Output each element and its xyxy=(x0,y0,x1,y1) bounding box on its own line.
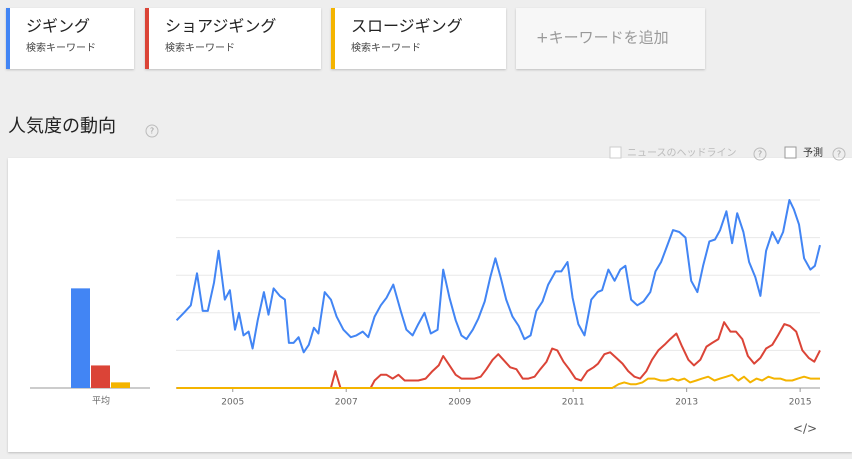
bar xyxy=(71,288,90,388)
keyword-color xyxy=(145,8,149,69)
add-keyword-card[interactable] xyxy=(516,8,705,69)
keyword-card[interactable] xyxy=(331,8,506,69)
embed-button[interactable]: </> xyxy=(793,422,817,436)
add-keyword[interactable]: +キーワードを追加 xyxy=(536,29,669,47)
x-tick-label: 2015 xyxy=(789,398,812,408)
news-checkbox[interactable] xyxy=(609,146,622,159)
forecast-checkbox[interactable] xyxy=(784,146,797,159)
keyword-term[interactable]: ジギング xyxy=(26,17,90,36)
help-mark[interactable]: ? xyxy=(150,127,154,136)
keyword-term[interactable]: ショアジギング xyxy=(165,17,276,36)
bar xyxy=(111,382,130,388)
x-tick-label: 2007 xyxy=(335,398,358,408)
section-title: 人気度の動向 xyxy=(8,116,116,137)
keyword-hint: 検索キーワード xyxy=(351,41,421,54)
trend-line xyxy=(175,199,821,354)
bar xyxy=(91,365,110,388)
x-tick-label: 2013 xyxy=(675,398,698,408)
trend-line xyxy=(176,321,821,389)
x-tick-label: 平均 xyxy=(92,395,110,407)
help-icon[interactable] xyxy=(145,124,159,138)
x-tick-label: 2005 xyxy=(221,398,244,408)
keyword-hint: 検索キーワード xyxy=(165,41,235,54)
keyword-hint: 検索キーワード xyxy=(26,41,96,54)
help-icon[interactable] xyxy=(753,147,767,161)
x-tick-label: 2011 xyxy=(562,398,585,408)
x-tick-label: 2009 xyxy=(448,398,471,408)
keyword-term[interactable]: スロージギング xyxy=(351,17,463,36)
keyword-color xyxy=(6,8,10,69)
help-icon[interactable] xyxy=(832,147,846,161)
help-mark[interactable]: ? xyxy=(758,150,762,159)
forecast-option[interactable]: 予測 xyxy=(803,146,823,159)
keyword-card[interactable] xyxy=(145,8,321,69)
help-mark[interactable]: ? xyxy=(837,150,841,159)
trend-line xyxy=(176,373,820,389)
keyword-card[interactable] xyxy=(6,8,134,69)
news-option[interactable]: ニュースのヘッドライン xyxy=(627,147,737,159)
keyword-color xyxy=(331,8,335,69)
chart-panel xyxy=(8,158,852,452)
